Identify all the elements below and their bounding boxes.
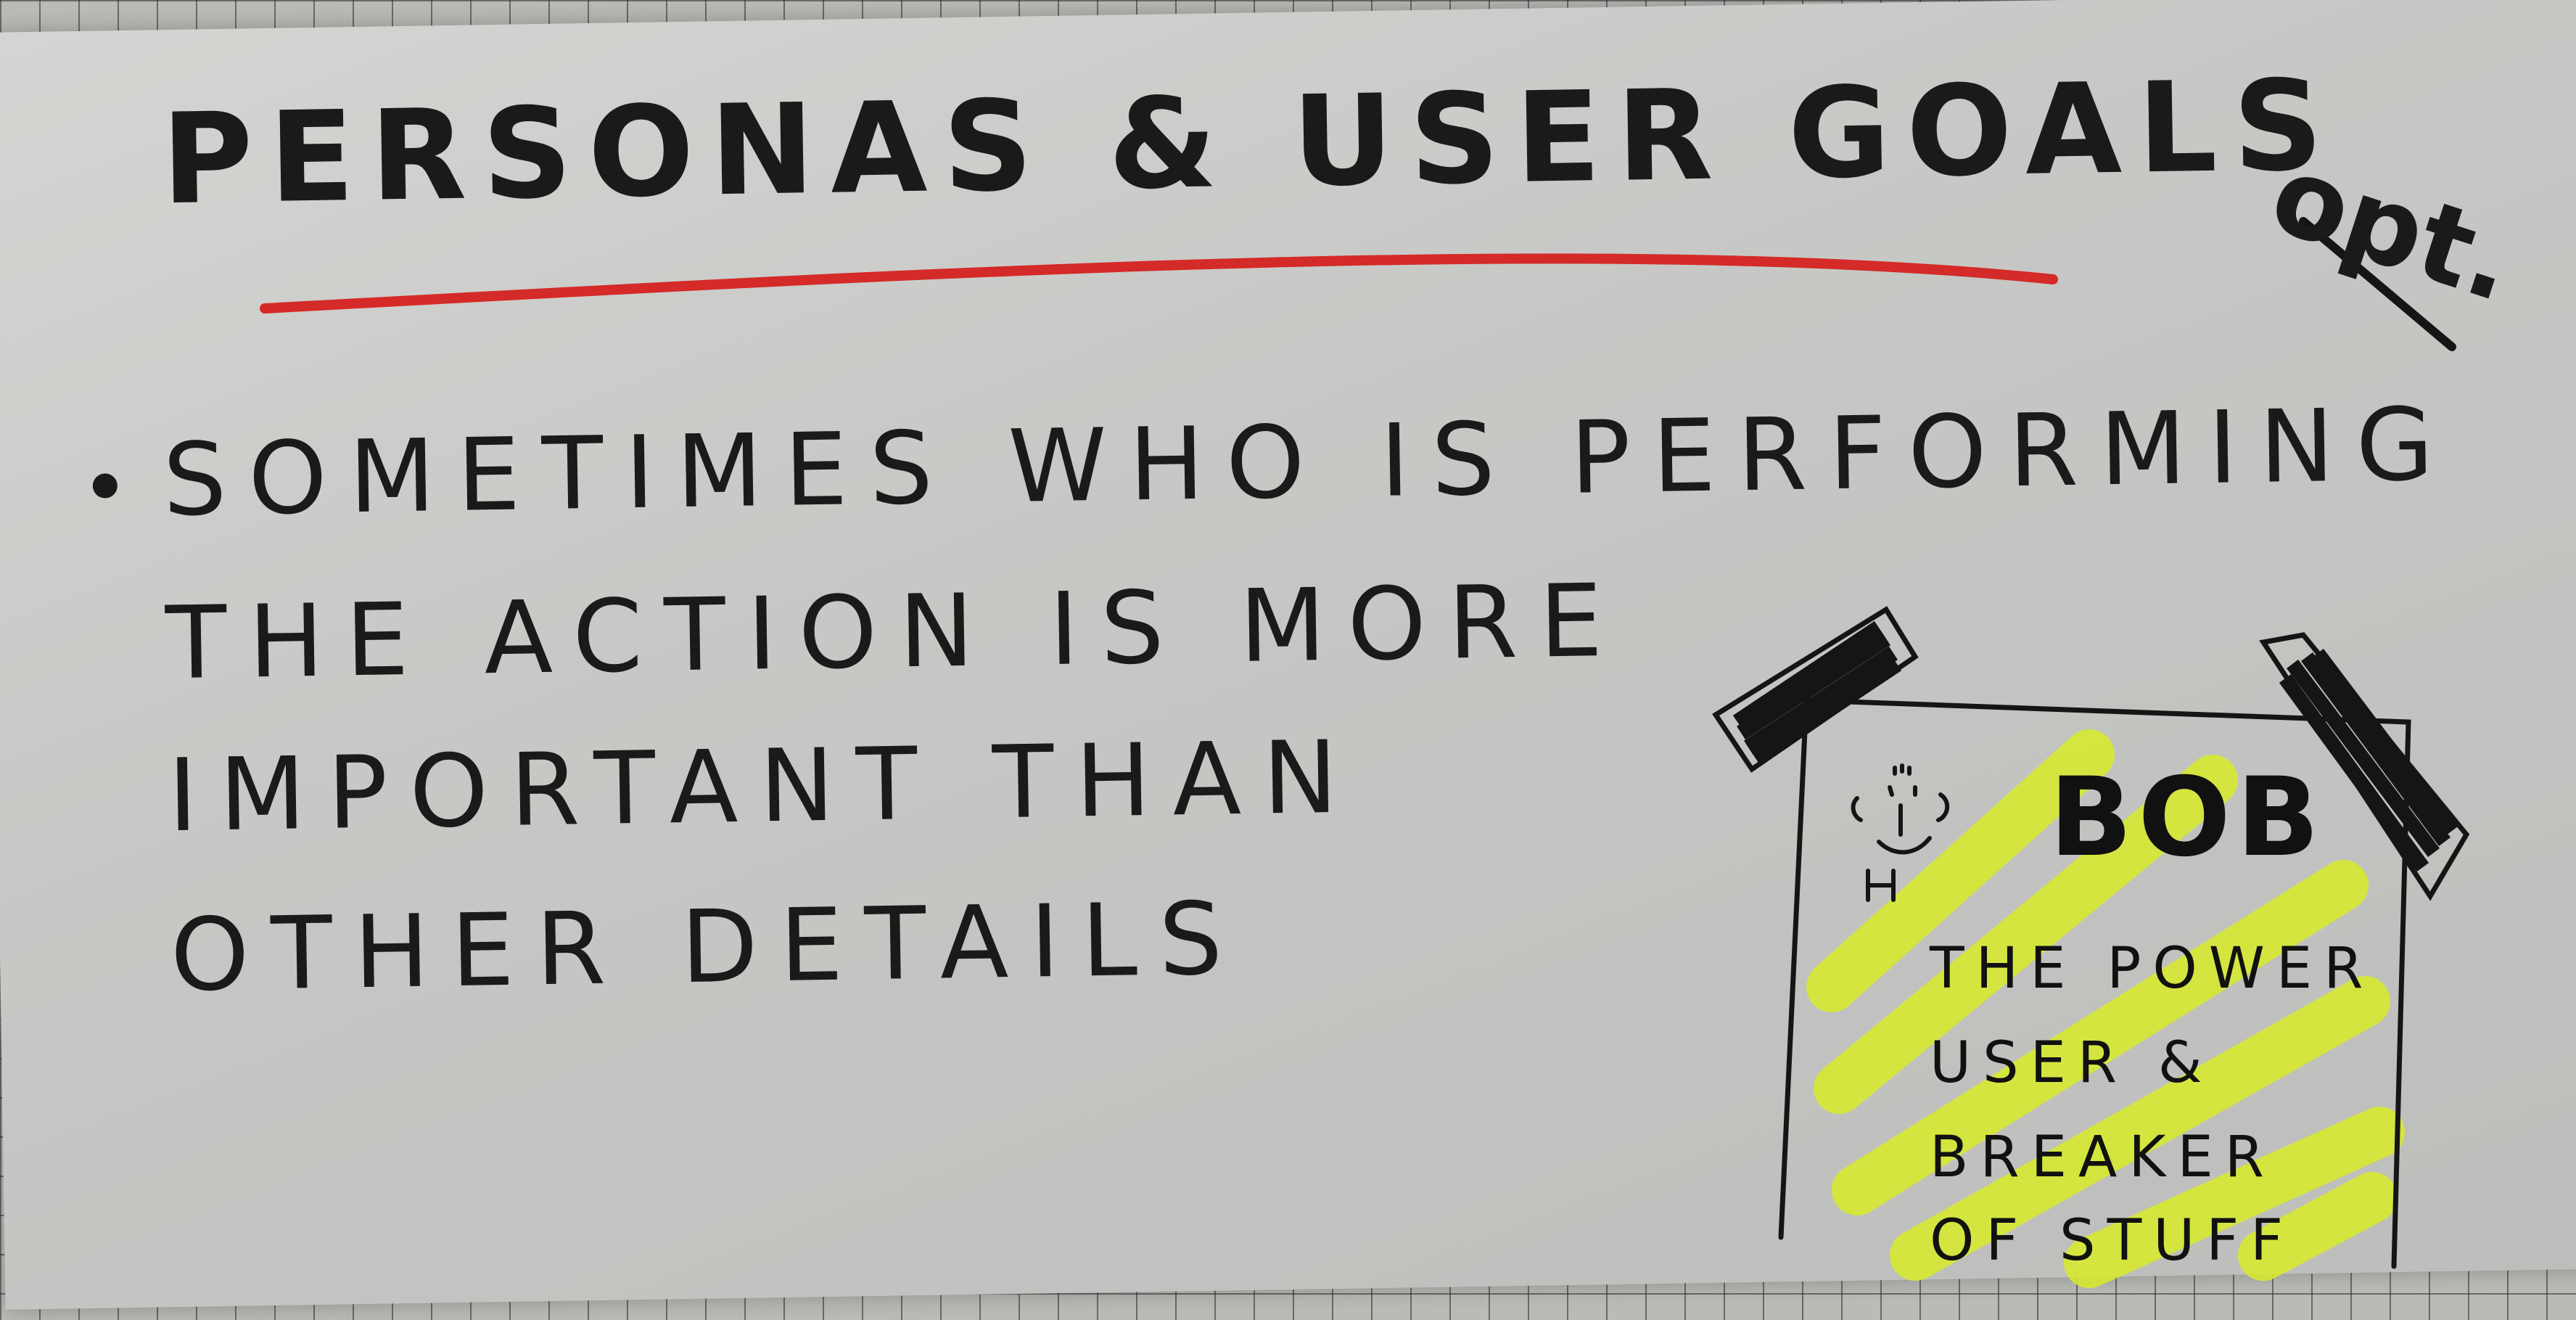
persona-name: BOB bbox=[2049, 755, 2326, 881]
persona-line-2: USER & bbox=[1930, 1030, 2214, 1096]
tape-left bbox=[1712, 606, 1919, 773]
tag-underline bbox=[2299, 217, 2456, 351]
smiley-face-icon bbox=[1851, 763, 1950, 902]
note-outline bbox=[1778, 697, 2411, 1269]
persona-sticky-note bbox=[1712, 606, 2470, 1288]
persona-line-4: OF STUFF bbox=[1930, 1208, 2295, 1274]
tape-right bbox=[2259, 632, 2470, 901]
persona-line-1: THE POWER bbox=[1930, 936, 2375, 1001]
title-underline bbox=[260, 253, 2058, 313]
persona-line-3: BREAKER bbox=[1930, 1125, 2276, 1190]
highlighter-stripes bbox=[1806, 729, 2405, 1288]
